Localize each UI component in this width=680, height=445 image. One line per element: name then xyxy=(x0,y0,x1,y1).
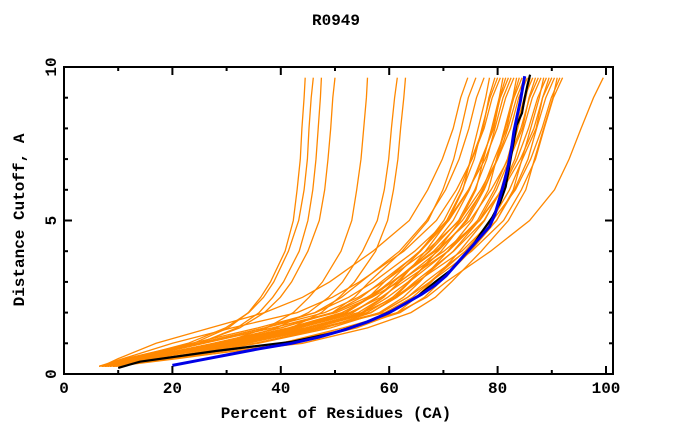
model-curve xyxy=(112,77,604,367)
x-tick-label: 100 xyxy=(592,380,621,398)
model-curve xyxy=(104,77,314,367)
model-curve xyxy=(115,77,504,367)
model-curve xyxy=(109,77,510,367)
x-axis-label: Percent of Residues (CA) xyxy=(221,405,451,423)
y-tick-label: 10 xyxy=(43,57,61,76)
model-curve xyxy=(112,77,561,367)
x-tick-label: 80 xyxy=(488,380,507,398)
model-curve xyxy=(101,77,523,367)
model-curve xyxy=(101,77,469,367)
model-curves-group xyxy=(99,77,604,367)
plot-frame xyxy=(63,66,614,375)
x-tick-label: 40 xyxy=(271,380,290,398)
model-curve xyxy=(99,77,547,367)
chart-title: R0949 xyxy=(312,12,360,30)
model-curve xyxy=(101,77,306,367)
model-curve xyxy=(99,77,501,367)
model-curve xyxy=(107,77,550,367)
y-axis-label: Distance Cutoff, A xyxy=(11,133,29,306)
model-curve xyxy=(100,77,515,367)
model-curve xyxy=(104,77,528,367)
x-tick-label: 20 xyxy=(163,380,182,398)
tick-labels-group: 0 20 40 60 80 100 0 5 10 xyxy=(43,57,620,398)
x-tick-label: 0 xyxy=(59,380,69,398)
axes-group xyxy=(63,66,614,375)
reference-curves-group xyxy=(117,74,532,369)
y-tick-label: 0 xyxy=(43,369,61,379)
y-tick-label: 5 xyxy=(43,216,61,226)
model-curve xyxy=(101,77,553,367)
model-curve xyxy=(107,77,564,367)
x-tick-label: 60 xyxy=(380,380,399,398)
reference-curve-blue xyxy=(172,75,527,367)
